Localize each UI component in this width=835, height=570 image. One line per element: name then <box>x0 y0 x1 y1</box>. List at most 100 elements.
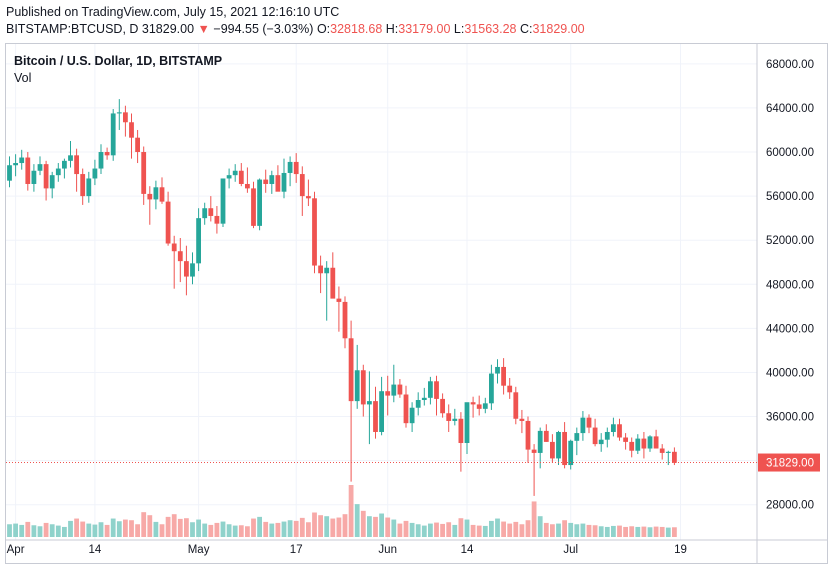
volume-bar <box>306 522 311 537</box>
volume-bar <box>598 526 604 537</box>
candle-body <box>379 391 384 432</box>
candle-body <box>354 370 360 402</box>
volume-bar <box>324 516 330 537</box>
volume-legend: Vol <box>14 71 32 85</box>
candle-body <box>251 188 256 226</box>
volume-bar <box>385 517 391 537</box>
volume-bar <box>464 519 470 537</box>
candle-body <box>226 175 232 179</box>
candle-body <box>92 168 98 179</box>
candle-body <box>537 430 543 453</box>
volume-bar <box>635 526 641 537</box>
volume-bar <box>7 524 12 537</box>
volume-bar <box>629 526 635 537</box>
candle-body <box>62 160 67 169</box>
volume-bar <box>653 526 659 537</box>
volume-bar <box>489 520 494 537</box>
volume-bar <box>342 514 348 537</box>
volume-bar <box>507 523 513 537</box>
volume-bar <box>562 520 567 537</box>
x-tick-label: 17 <box>290 544 303 556</box>
candle-body <box>220 178 226 224</box>
volume-bar <box>586 524 592 537</box>
candle-body <box>263 179 269 184</box>
volume-bar <box>428 523 433 537</box>
volume-bar <box>165 516 171 537</box>
candle-body <box>415 400 421 408</box>
volume-bar <box>80 521 86 537</box>
volume-bar <box>153 521 159 537</box>
candle-body <box>574 433 580 441</box>
candle-body <box>37 164 43 171</box>
candle-body <box>153 187 159 200</box>
y-tick-label: 36000.00 <box>766 412 814 424</box>
candle-body <box>184 261 189 277</box>
volume-bar <box>537 516 543 537</box>
candle-body <box>397 384 403 395</box>
candle-body <box>556 431 561 459</box>
volume-bar <box>495 518 500 537</box>
y-tick-label: 44000.00 <box>766 323 814 335</box>
volume-bar <box>354 504 360 537</box>
volume-bar <box>379 513 384 537</box>
candle-body <box>19 157 25 164</box>
symbol-info-line: BITSTAMP:BTCUSD, D 31829.00 ▼ −994.55 (−… <box>6 22 585 36</box>
candle-body <box>330 267 336 299</box>
candle-body <box>580 417 586 434</box>
volume-bar <box>611 525 616 537</box>
down-arrow-icon: ▼ <box>197 22 210 36</box>
last-price: 31829.00 <box>141 22 195 36</box>
volume-bar <box>623 526 628 537</box>
candle-body <box>147 193 153 200</box>
chart-frame <box>5 43 828 564</box>
volume-bar <box>293 520 299 537</box>
candle-body <box>373 401 378 432</box>
volume-bar <box>452 524 458 537</box>
volume-bar <box>55 525 61 537</box>
candle-body <box>531 449 537 453</box>
close-label: C: <box>519 22 533 36</box>
volume-bar <box>287 520 293 537</box>
candle-body <box>489 373 494 404</box>
volume-bar <box>232 525 238 537</box>
volume-bar <box>543 522 549 537</box>
volume-bar <box>482 525 488 537</box>
volume-bar <box>68 520 73 537</box>
volume-bar <box>251 518 256 537</box>
high-label: H: <box>385 22 399 36</box>
volume-bar <box>348 485 354 537</box>
y-tick-label: 56000.00 <box>766 191 814 203</box>
volume-bar <box>62 526 67 537</box>
candle-body <box>348 338 354 402</box>
volume-bar <box>159 524 165 537</box>
y-tick-label: 28000.00 <box>766 500 814 512</box>
candle-body <box>672 451 677 463</box>
candle-body <box>501 366 506 386</box>
volume-bar <box>202 523 208 537</box>
candle-body <box>635 438 641 451</box>
candle-body <box>604 431 610 440</box>
published-line: Published on TradingView.com, July 15, 2… <box>6 5 340 19</box>
volume-bar <box>98 522 104 537</box>
volume-bar <box>104 524 110 537</box>
candle-body <box>519 418 525 421</box>
volume-bar <box>135 524 140 537</box>
candle-body <box>135 137 140 153</box>
candle-body <box>287 161 293 173</box>
x-tick-label: Jun <box>378 544 397 556</box>
candle-body <box>49 175 55 189</box>
volume-bar <box>184 518 189 537</box>
candle-body <box>31 170 37 184</box>
candle-body <box>123 112 128 123</box>
y-tick-label: 52000.00 <box>766 235 814 247</box>
volume-bar <box>550 524 555 537</box>
candle-body <box>440 398 445 414</box>
volume-bar <box>92 524 98 537</box>
x-tick-label: 14 <box>89 544 102 556</box>
candle-body <box>421 397 427 401</box>
volume-bar <box>574 524 580 537</box>
candle-body <box>43 164 49 189</box>
last-price-badge <box>758 453 820 472</box>
candle-body <box>98 152 104 169</box>
